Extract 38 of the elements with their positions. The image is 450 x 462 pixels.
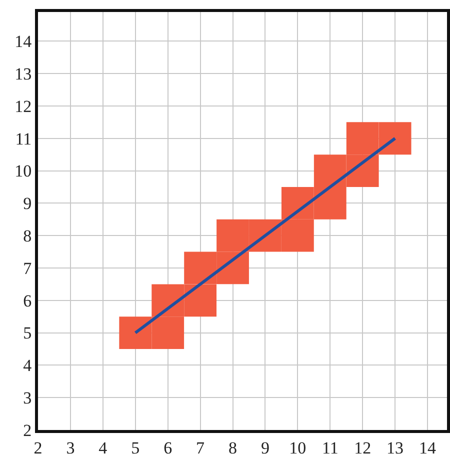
point [378,122,412,155]
x-tick-label: 7 [196,438,206,458]
x-tick-label: 4 [98,438,108,458]
x-tick-label: 5 [131,438,140,458]
y-tick-label: 5 [23,324,32,343]
point [346,154,379,187]
x-tick-label: 8 [228,438,238,458]
x-tick-label: 12 [354,438,372,458]
x-tick-label: 11 [322,438,338,458]
y-tick-label: 6 [23,291,32,310]
y-tick-label: 10 [14,162,32,181]
y-tick-label: 13 [14,64,32,84]
y-tick-label: 2 [23,420,32,440]
x-tick-label: 3 [66,438,75,458]
point [216,219,249,252]
point [281,219,314,252]
point [119,316,152,349]
x-tick-label: 9 [260,438,270,458]
y-tick-label: 7 [23,258,32,278]
y-tick-label: 14 [14,32,32,52]
y-tick-label: 9 [23,194,32,214]
y-tick-label: 11 [15,129,32,148]
point [184,252,216,284]
x-tick-label: 6 [164,438,172,458]
y-tick-label: 8 [23,226,32,246]
y-tick-label: 12 [14,96,32,116]
point [281,186,314,220]
y-tick-label: 3 [23,388,32,408]
point [152,284,184,317]
x-tick-label: 13 [386,438,404,458]
point [152,316,184,349]
point [346,122,379,155]
point [314,186,346,220]
x-tick-label: 10 [289,438,306,458]
x-tick-label: 14 [419,438,437,458]
point [314,154,346,187]
point [184,284,216,317]
y-tick-label: 4 [23,356,32,376]
